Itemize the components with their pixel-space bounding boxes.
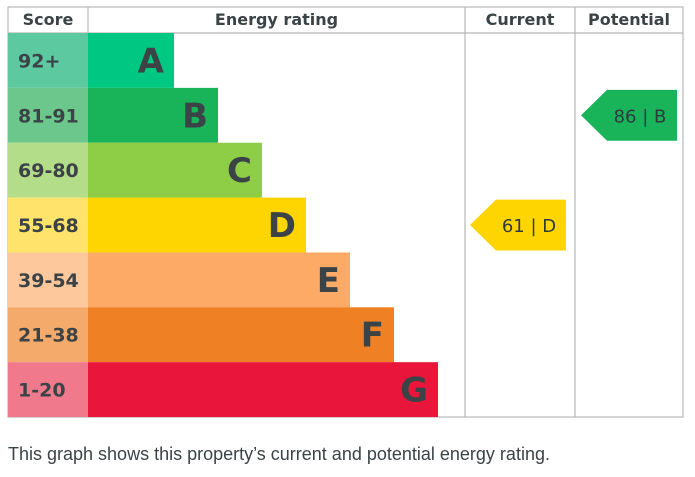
score-cell-f — [8, 307, 88, 363]
score-label-g: 1-20 — [18, 380, 66, 402]
epc-chart: Score Energy rating Current Potential 92+ A 81… — [7, 6, 684, 418]
score-label-c: 69-80 — [18, 160, 79, 182]
score-label-e: 39-54 — [18, 270, 79, 292]
band-letter-d: D — [268, 206, 296, 246]
header-current: Current — [486, 10, 555, 29]
score-cell-b — [8, 87, 88, 143]
header-potential: Potential — [588, 10, 670, 29]
band-letter-f: F — [361, 316, 384, 356]
score-label-f: 21-38 — [18, 325, 79, 347]
current-rating-arrow-label: 61 | D — [502, 216, 556, 237]
score-cell-c — [8, 142, 88, 198]
band-letter-e: E — [317, 261, 340, 301]
band-bar-a — [88, 33, 174, 88]
band-bar-c — [88, 142, 262, 198]
band-letter-a: A — [138, 41, 165, 81]
band-letter-b: B — [182, 96, 208, 136]
band-bar-g — [88, 362, 438, 418]
header-score: Score — [23, 10, 74, 29]
score-label-a: 92+ — [18, 50, 60, 72]
band-bar-b — [88, 87, 218, 143]
potential-rating-arrow-label: 86 | B — [614, 106, 667, 127]
score-label-d: 55-68 — [18, 215, 79, 237]
chart-caption: This graph shows this property’s current… — [8, 444, 550, 464]
band-letter-c: C — [227, 151, 252, 191]
score-cell-d — [8, 197, 88, 253]
score-cell-e — [8, 252, 88, 308]
potential-rating-arrow — [581, 89, 677, 141]
score-label-b: 81-91 — [18, 105, 79, 127]
current-rating-arrow — [470, 199, 566, 251]
band-letter-g: G — [400, 371, 428, 411]
band-bar-e — [88, 252, 350, 308]
band-bar-d — [88, 197, 306, 253]
header-energy-rating: Energy rating — [215, 10, 338, 29]
score-cell-g — [8, 362, 88, 418]
score-cell-a — [8, 33, 88, 88]
band-bar-f — [88, 307, 394, 363]
